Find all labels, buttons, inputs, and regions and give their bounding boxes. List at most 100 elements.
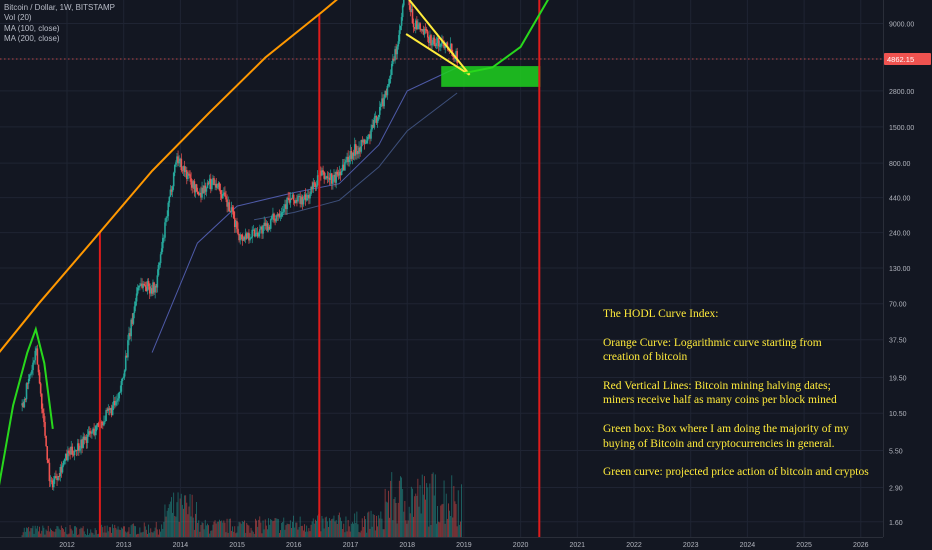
volume-bar: [36, 525, 38, 537]
volume-bar: [28, 526, 30, 537]
volume-bar: [362, 527, 364, 537]
candle-body: [309, 194, 311, 199]
volume-bar: [231, 530, 232, 537]
volume-bar: [96, 534, 98, 537]
candle-body: [446, 42, 449, 47]
price-axis-panel: [883, 0, 932, 550]
candle-body: [389, 75, 392, 79]
price-axis-label: 9000.00: [889, 21, 914, 28]
volume-bar: [183, 508, 184, 537]
volume-bar: [171, 497, 172, 537]
candle-body: [220, 194, 223, 199]
candle-body: [216, 187, 219, 188]
candle-body: [192, 181, 195, 188]
volume-bar: [204, 519, 206, 537]
volume-bar: [413, 516, 414, 537]
volume-bar: [426, 483, 428, 537]
volume-bar: [56, 526, 58, 537]
candle-body: [324, 178, 327, 180]
volume-bar: [94, 528, 96, 537]
candle-body: [111, 405, 114, 416]
volume-bar: [354, 513, 356, 537]
candle-body: [238, 234, 240, 241]
candle-body: [331, 173, 333, 184]
volume-bar: [270, 519, 272, 537]
volume-bar: [415, 493, 417, 537]
volume-bar: [439, 522, 441, 537]
volume-bar: [186, 502, 188, 537]
volume-bar: [144, 526, 146, 537]
volume-bar: [268, 518, 269, 537]
candle-body: [46, 446, 49, 460]
volume-bar: [126, 532, 128, 537]
volume-bar: [140, 532, 142, 537]
candle-body: [129, 333, 131, 337]
volume-bar: [425, 499, 426, 537]
volume-bar: [239, 522, 241, 537]
volume-bar: [188, 506, 190, 537]
volume-bar: [101, 524, 103, 537]
price-axis-label: 1.60: [889, 520, 903, 527]
candle-body: [321, 170, 323, 176]
candle-body: [388, 79, 391, 84]
volume-bar: [305, 531, 306, 537]
volume-bar: [348, 526, 350, 537]
candle-body: [278, 213, 281, 217]
volume-bar: [191, 494, 193, 537]
time-axis-label: 2017: [343, 542, 359, 549]
symbol-title[interactable]: Bitcoin / Dollar, 1W, BITSTAMP: [4, 3, 115, 12]
candle-body: [79, 448, 81, 451]
volume-bar: [201, 522, 203, 537]
candle-body: [28, 374, 31, 379]
volume-bar: [161, 524, 163, 537]
volume-bar: [35, 528, 37, 537]
volume-bar: [346, 531, 348, 537]
candle-body: [374, 116, 377, 118]
candle-body: [175, 162, 177, 165]
volume-bar: [57, 526, 59, 537]
volume-bar: [64, 531, 66, 537]
volume-bar: [452, 517, 454, 537]
candle-body: [73, 450, 76, 456]
candle-body: [347, 156, 349, 163]
candle-body: [189, 174, 191, 179]
volume-bar: [392, 520, 394, 537]
volume-bar: [274, 518, 276, 537]
legend-ma200[interactable]: MA (200, close): [4, 34, 60, 44]
volume-bar: [82, 526, 84, 537]
candle-body: [412, 23, 415, 28]
volume-bar: [84, 534, 86, 537]
candle-body: [243, 237, 246, 240]
volume-bar: [89, 533, 91, 537]
legend-ma100[interactable]: MA (100, close): [4, 23, 60, 33]
volume-bar: [262, 520, 264, 537]
candle-body: [66, 453, 68, 461]
volume-bar: [41, 530, 43, 537]
volume-bar: [303, 530, 304, 537]
volume-bar: [281, 523, 283, 537]
volume-bar: [443, 480, 445, 537]
candle-body: [141, 283, 143, 288]
volume-bar: [181, 504, 183, 537]
grid-lines: [0, 0, 883, 537]
volume-bar: [320, 531, 322, 537]
volume-bar: [353, 523, 354, 537]
volume-bar: [279, 533, 280, 537]
candle-body: [263, 222, 266, 226]
volume-bar: [378, 515, 380, 537]
volume-bar: [34, 525, 36, 537]
candle-body: [213, 178, 215, 186]
volume-bar: [209, 533, 211, 537]
candle-body: [122, 376, 125, 379]
candle-body: [304, 194, 307, 201]
volume-bar: [309, 531, 311, 537]
candle-body: [344, 162, 346, 171]
volume-bar: [86, 535, 87, 537]
volume-bar: [166, 510, 168, 537]
volume-bar: [58, 528, 60, 537]
legend-vol[interactable]: Vol (20): [4, 13, 32, 23]
candle-body: [251, 229, 254, 238]
candle-body: [445, 42, 448, 46]
volume-bar: [220, 521, 221, 537]
